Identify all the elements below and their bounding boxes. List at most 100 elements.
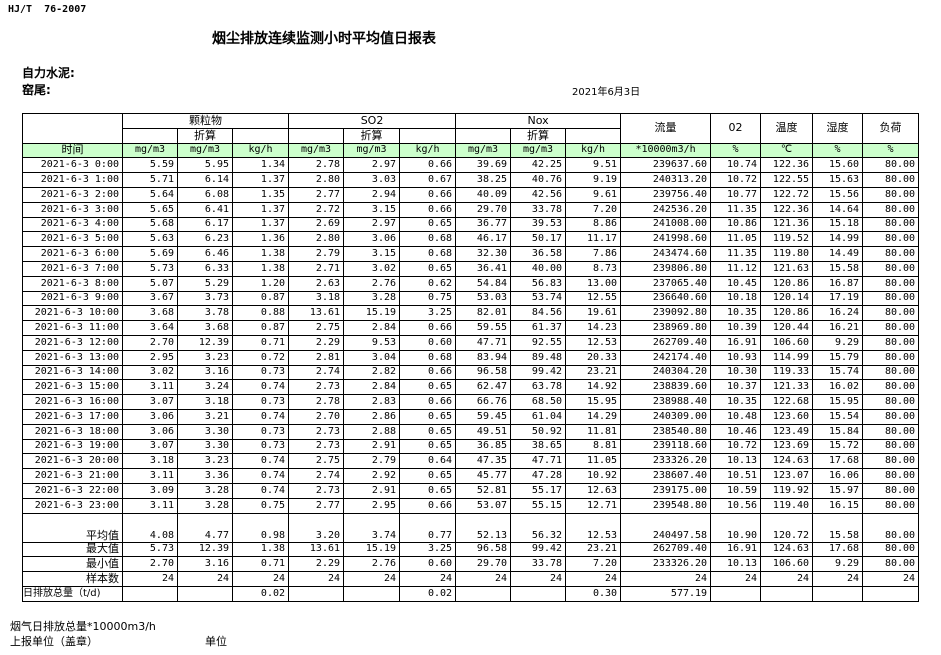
empty-cell: [760, 585, 814, 602]
value-cell: 3.06: [122, 408, 178, 425]
value-cell: 15.56: [812, 186, 864, 203]
unit-header: kg/h: [565, 142, 622, 159]
value-cell: 8.73: [565, 260, 622, 277]
value-cell: 0.74: [231, 408, 290, 425]
value-cell: 12.55: [565, 290, 622, 307]
value-cell: 2.83: [343, 394, 401, 410]
summary-value: 15.58: [812, 512, 864, 543]
value-cell: 2.73: [288, 379, 345, 396]
value-cell: 16.06: [812, 468, 864, 484]
value-cell: 238839.60: [620, 379, 712, 396]
column-header: 02: [710, 113, 762, 144]
value-cell: 3.73: [177, 290, 233, 307]
value-cell: 61.04: [510, 408, 567, 425]
value-cell: 80.00: [862, 379, 920, 396]
value-cell: 8.81: [565, 438, 622, 455]
summary-value: 4.77: [177, 512, 233, 543]
value-cell: 92.55: [510, 334, 567, 351]
value-cell: 63.78: [510, 379, 567, 396]
value-cell: 2.63: [288, 275, 345, 292]
value-cell: 1.35: [231, 186, 290, 203]
value-cell: 2.73: [288, 438, 345, 455]
value-cell: 10.59: [710, 482, 762, 499]
value-cell: 80.00: [862, 408, 920, 425]
value-cell: 16.21: [812, 320, 864, 336]
header-row: 折算 折算 折算: [23, 127, 919, 144]
summary-value: 29.70: [455, 556, 512, 573]
value-cell: 1.34: [231, 157, 290, 174]
value-cell: 11.12: [710, 260, 762, 277]
value-cell: 240313.20: [620, 172, 712, 188]
value-cell: 10.45: [710, 275, 762, 292]
value-cell: 80.00: [862, 482, 920, 499]
time-cell: 2021-6-3 17:00: [22, 408, 123, 425]
summary-value: 10.13: [710, 556, 762, 573]
summary-value: 24: [812, 571, 864, 587]
data-row: 2021-6-3 0:00 5.59 5.95 1.34 2.78 2.97 0.66 39.…: [22, 157, 920, 174]
unit-header: mg/m3: [177, 142, 233, 159]
value-cell: 3.21: [177, 408, 233, 425]
value-cell: 55.15: [510, 497, 567, 514]
value-cell: 242536.20: [620, 201, 712, 218]
daily-total-value: 0.02: [231, 585, 290, 602]
value-cell: 1.37: [231, 172, 290, 188]
summary-row: 最小值 2.70 3.16 0.71 2.29 2.76 0.60 29.70 33.78 7.2…: [22, 556, 920, 573]
data-row: 2021-6-3 13:00 2.95 3.23 0.72 2.81 3.04 0.68 83…: [22, 349, 920, 366]
value-cell: 0.64: [399, 453, 457, 470]
summary-value: 80.00: [862, 541, 920, 558]
time-cell: 2021-6-3 15:00: [22, 379, 123, 396]
value-cell: 241998.60: [620, 231, 712, 248]
data-row: 2021-6-3 1:00 5.71 6.14 1.37 2.80 3.03 0.67 38.…: [22, 172, 920, 188]
value-cell: 40.76: [510, 172, 567, 188]
value-cell: 2.81: [288, 349, 345, 366]
daily-total-value: 0.02: [399, 585, 457, 602]
value-cell: 122.36: [760, 201, 814, 218]
summary-row: 样本数 24 24 24 24 24 24 24 24 24 24 24 24 24 24: [22, 571, 920, 587]
time-cell: 2021-6-3 19:00: [22, 438, 123, 455]
daily-total-row: 日排放总量（t/d) 0.02 0.02 0.30 577.19: [22, 585, 920, 602]
value-cell: 0.73: [231, 364, 290, 381]
time-cell: 2021-6-3 1:00: [22, 172, 123, 188]
value-cell: 15.54: [812, 408, 864, 425]
value-cell: 243474.60: [620, 246, 712, 262]
summary-row: 平均值 4.08 4.77 0.98 3.20 3.74 0.77 52.13 56.32 12.…: [22, 512, 920, 543]
value-cell: 9.61: [565, 186, 622, 203]
value-cell: 9.51: [565, 157, 622, 174]
summary-value: 7.20: [565, 556, 622, 573]
value-cell: 123.07: [760, 468, 814, 484]
value-cell: 10.18: [710, 290, 762, 307]
data-row: 2021-6-3 20:00 3.18 3.23 0.74 2.75 2.79 0.64 47…: [22, 453, 920, 470]
value-cell: 80.00: [862, 260, 920, 277]
value-cell: 50.17: [510, 231, 567, 248]
value-cell: 239756.40: [620, 186, 712, 203]
value-cell: 53.74: [510, 290, 567, 307]
value-cell: 15.95: [565, 394, 622, 410]
value-cell: 2.73: [288, 423, 345, 440]
unit-header: kg/h: [231, 142, 290, 159]
value-cell: 6.33: [177, 260, 233, 277]
value-cell: 6.23: [177, 231, 233, 248]
summary-value: 2.70: [122, 556, 178, 573]
value-cell: 10.77: [710, 186, 762, 203]
empty-cell: [710, 585, 762, 602]
value-cell: 239175.00: [620, 482, 712, 499]
summary-label: 样本数: [22, 571, 123, 587]
value-cell: 80.00: [862, 497, 920, 514]
empty-cell: [399, 127, 457, 144]
value-cell: 46.17: [455, 231, 512, 248]
data-row: 2021-6-3 6:00 5.69 6.46 1.38 2.79 3.15 0.68 32.…: [22, 246, 920, 262]
value-cell: 40.09: [455, 186, 512, 203]
summary-value: 3.74: [343, 512, 401, 543]
value-cell: 2.29: [288, 334, 345, 351]
value-cell: 2.88: [343, 423, 401, 440]
summary-value: 24: [510, 571, 567, 587]
value-cell: 3.09: [122, 482, 178, 499]
value-cell: 0.68: [399, 231, 457, 248]
summary-value: 262709.40: [620, 541, 712, 558]
value-cell: 3.25: [399, 305, 457, 322]
value-cell: 2.91: [343, 482, 401, 499]
column-header: 负荷: [862, 113, 920, 144]
value-cell: 241008.00: [620, 216, 712, 233]
value-cell: 80.00: [862, 438, 920, 455]
